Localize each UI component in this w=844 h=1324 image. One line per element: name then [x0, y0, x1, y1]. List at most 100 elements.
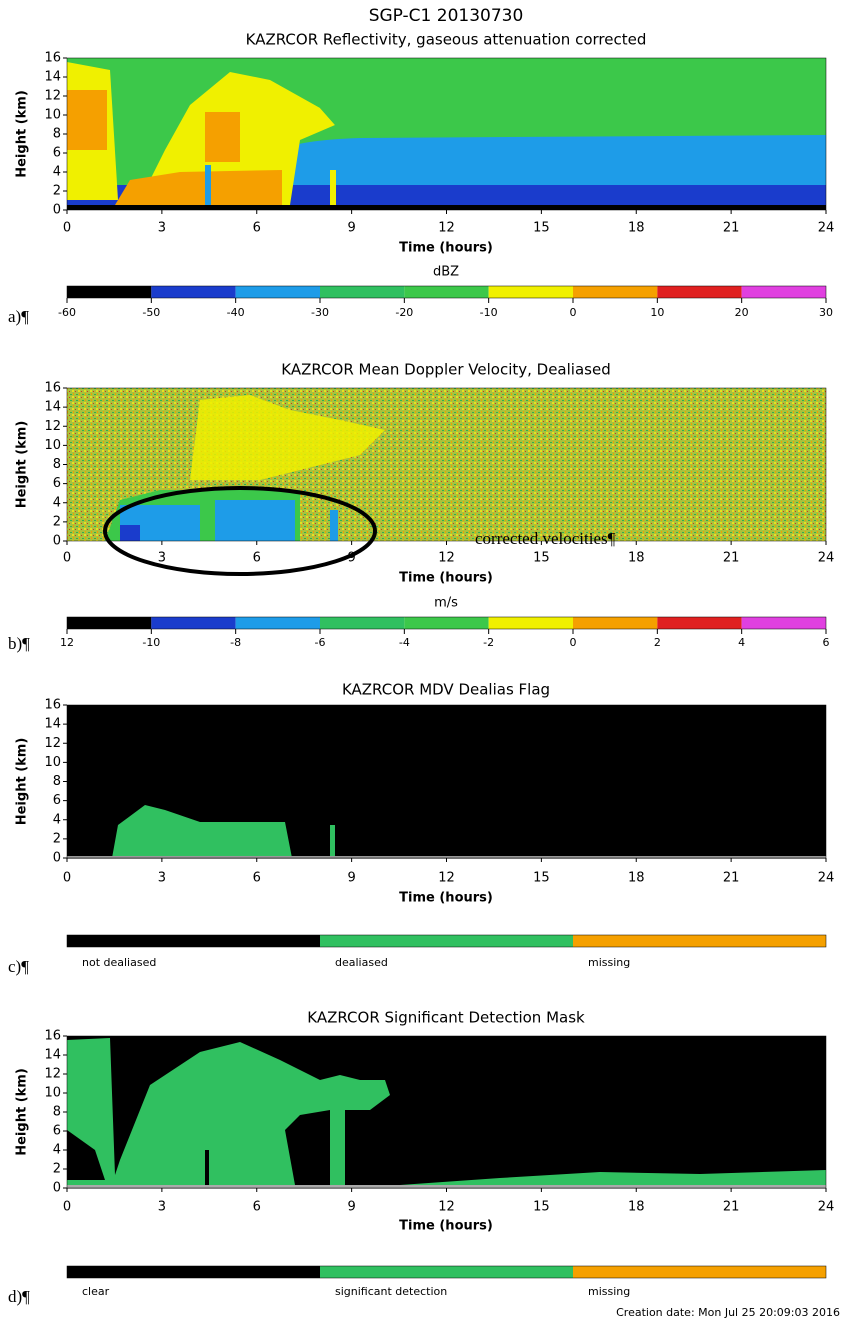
colorbar-tick-label: 0 — [570, 306, 577, 319]
y-axis-label: Height (km) — [15, 90, 30, 178]
colorbar-tick-label: -10 — [142, 636, 160, 649]
colorbar-frame — [66, 934, 827, 948]
y-tick-label: 6 — [53, 1124, 61, 1139]
x-tick-label: 3 — [158, 871, 166, 886]
x-tick-label: 6 — [253, 871, 261, 886]
x-tick-label: 21 — [723, 871, 740, 886]
panel-label: a)¶ — [8, 307, 29, 326]
colorbar-tick-label: -60 — [58, 306, 76, 319]
colorbar-category-label: not dealiased — [82, 956, 156, 969]
y-tick-label: 16 — [44, 1029, 61, 1044]
colorbar-category-label: dealiased — [335, 956, 388, 969]
x-tick-label: 24 — [818, 871, 835, 886]
x-tick-label: 15 — [533, 551, 550, 566]
x-tick-label: 0 — [63, 551, 71, 566]
y-tick-label: 6 — [53, 793, 61, 808]
x-tick-label: 0 — [63, 871, 71, 886]
x-tick-label: 24 — [818, 1200, 835, 1215]
x-tick-label: 15 — [533, 1200, 550, 1215]
y-tick-label: 14 — [44, 1048, 61, 1063]
y-tick-label: 16 — [44, 698, 61, 713]
x-tick-label: 18 — [628, 1200, 645, 1215]
y-tick-label: 12 — [44, 1067, 61, 1082]
y-tick-label: 0 — [53, 203, 61, 218]
colorbar-tick-label: -10 — [480, 306, 498, 319]
y-tick-label: 8 — [53, 457, 61, 472]
chart-title: KAZRCOR Mean Doppler Velocity, Dealiased — [281, 361, 610, 379]
x-tick-label: 21 — [723, 1200, 740, 1215]
y-tick-label: 14 — [44, 70, 61, 85]
y-tick-label: 8 — [53, 127, 61, 142]
y-tick-label: 10 — [44, 1086, 61, 1101]
colorbar-segment — [657, 286, 742, 298]
x-tick-label: 12 — [438, 1200, 455, 1215]
annotation: corrected velocities¶ — [475, 529, 616, 548]
x-tick-label: 0 — [63, 1200, 71, 1215]
y-axis-label: Height (km) — [15, 1068, 30, 1156]
colorbar-tick-label: -2 — [483, 636, 494, 649]
y-tick-label: 12 — [44, 736, 61, 751]
colorbar-segment — [573, 286, 658, 298]
colorbar-segment — [151, 617, 236, 629]
y-tick-label: 12 — [44, 89, 61, 104]
y-tick-label: 4 — [53, 812, 61, 827]
colorbar-tick-label: 12 — [60, 636, 74, 649]
heatmap-image — [67, 1036, 826, 1189]
y-tick-label: 2 — [53, 184, 61, 199]
colorbar-segment — [67, 286, 152, 298]
x-tick-label: 9 — [347, 551, 355, 566]
colorbar-segment — [67, 935, 320, 947]
colorbar-label: dBZ — [433, 265, 459, 280]
colorbar-segment — [573, 617, 658, 629]
y-tick-label: 12 — [44, 419, 61, 434]
x-tick-label: 18 — [628, 221, 645, 236]
colorbar-segment — [741, 286, 826, 298]
y-tick-label: 14 — [44, 717, 61, 732]
y-tick-label: 16 — [44, 381, 61, 396]
x-tick-label: 15 — [533, 871, 550, 886]
y-tick-label: 4 — [53, 1143, 61, 1158]
colorbar-tick-label: 2 — [654, 636, 661, 649]
x-tick-label: 3 — [158, 551, 166, 566]
chart-title: KAZRCOR Reflectivity, gaseous attenuatio… — [246, 31, 647, 49]
x-tick-label: 12 — [438, 221, 455, 236]
y-tick-label: 0 — [53, 1181, 61, 1196]
x-tick-label: 15 — [533, 221, 550, 236]
colorbar-tick-label: -50 — [142, 306, 160, 319]
colorbar-tick-label: 4 — [738, 636, 745, 649]
colorbar-segment — [320, 286, 405, 298]
x-tick-label: 24 — [818, 221, 835, 236]
x-tick-label: 6 — [253, 1200, 261, 1215]
y-tick-label: 4 — [53, 495, 61, 510]
heatmap-image — [67, 58, 826, 210]
y-tick-label: 2 — [53, 831, 61, 846]
y-tick-label: 6 — [53, 476, 61, 491]
chart-title: KAZRCOR MDV Dealias Flag — [342, 681, 550, 699]
y-tick-label: 2 — [53, 514, 61, 529]
colorbar-tick-label: -8 — [230, 636, 241, 649]
colorbar-tick-label: 30 — [819, 306, 833, 319]
heatmap-image — [67, 388, 826, 576]
x-tick-label: 18 — [628, 551, 645, 566]
colorbar-tick-label: -40 — [227, 306, 245, 319]
colorbar-frame — [66, 285, 827, 299]
x-tick-label: 9 — [347, 221, 355, 236]
colorbar-category-label: clear — [82, 1285, 110, 1298]
y-tick-label: 10 — [44, 108, 61, 123]
colorbar-label: m/s — [434, 596, 458, 611]
panel-label: b)¶ — [8, 634, 30, 653]
colorbar-tick-label: -4 — [399, 636, 410, 649]
y-tick-label: 10 — [44, 438, 61, 453]
y-tick-label: 4 — [53, 165, 61, 180]
colorbar-category-label: missing — [588, 956, 630, 969]
colorbar-segment — [488, 286, 573, 298]
x-tick-label: 21 — [723, 551, 740, 566]
colorbar-segment — [67, 1266, 320, 1278]
colorbar-segment — [573, 1266, 826, 1278]
y-axis-label: Height (km) — [15, 421, 30, 509]
x-axis-label: Time (hours) — [399, 571, 493, 586]
x-tick-label: 3 — [158, 221, 166, 236]
y-tick-label: 8 — [53, 1105, 61, 1120]
colorbar-category-label: significant detection — [335, 1285, 447, 1298]
